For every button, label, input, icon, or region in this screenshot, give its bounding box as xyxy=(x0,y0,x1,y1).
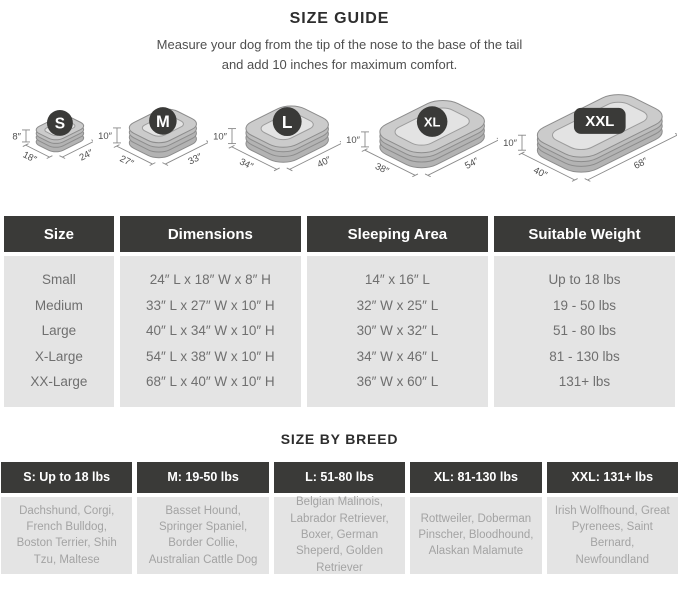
breed-list-xl: Rottweiler, Doberman Pinscher, Bloodhoun… xyxy=(410,496,542,574)
bed-height-label: 10″ xyxy=(213,131,228,142)
bed-illustration-large: 34″ 40″ 10″ L xyxy=(208,96,342,190)
size-badge xyxy=(272,106,302,136)
table-cell: X-Large xyxy=(34,348,83,364)
breed-header-l: L: 51-80 lbs xyxy=(273,461,406,493)
bed-width-label: 34″ xyxy=(237,156,255,172)
table-cell: 30″ W x 32″ L xyxy=(356,323,439,339)
size-table-column-sleeping-area: 14″ x 16″ L 32″ W x 25″ L 30″ W x 32″ L … xyxy=(306,256,488,407)
size-table: Size Dimensions Sleeping Area Suitable W… xyxy=(4,216,675,407)
bed-illustration-small: 18″ 24″ 8″ S xyxy=(2,108,93,178)
bed-drawing-L: 34″ 40″ 10″ L xyxy=(213,96,342,172)
table-cell: Small xyxy=(42,272,76,288)
breed-header-xl: XL: 81-130 lbs xyxy=(410,461,542,493)
subtitle-line-2: and add 10 inches for maximum comfort. xyxy=(221,57,458,73)
table-cell: 33″ L x 27″ W x 10″ H xyxy=(146,297,275,313)
size-table-header-sleeping-area: Sleeping Area xyxy=(306,216,488,253)
bed-width-label: 38″ xyxy=(373,161,391,177)
breed-section-title: SIZE BY BREED xyxy=(280,430,399,447)
table-cell: Up to 18 lbs xyxy=(548,272,621,288)
page-title: SIZE GUIDE xyxy=(289,10,390,27)
bed-illustration-x-large: 38″ 54″ 10″ XL xyxy=(341,90,499,196)
svg-text:XL: XL xyxy=(424,114,441,129)
table-cell: 34″ W x 46″ L xyxy=(356,348,439,364)
size-badge xyxy=(148,107,177,136)
bed-height-label: 8″ xyxy=(12,131,21,142)
bed-illustration-xx-large: 40″ 68″ 10″ XXL xyxy=(498,84,677,201)
table-cell: XX-Large xyxy=(30,374,88,390)
table-cell: 14″ x 16″ L xyxy=(364,272,430,288)
breed-list-l: Belgian Malinois, Labrador Retriever, Bo… xyxy=(273,496,406,574)
subtitle-line-1: Measure your dog from the tip of the nos… xyxy=(156,37,523,52)
size-table-header-dimensions: Dimensions xyxy=(119,216,301,253)
svg-text:M: M xyxy=(156,112,170,131)
table-cell: Medium xyxy=(34,297,83,313)
svg-text:XXL: XXL xyxy=(586,114,615,131)
size-table-header-suitable-weight: Suitable Weight xyxy=(493,216,675,253)
table-cell: Large xyxy=(41,323,77,339)
bed-length-label: 68″ xyxy=(633,156,651,172)
size-table-column-dimensions: 24″ L x 18″ W x 8″ H 33″ L x 27″ W x 10″… xyxy=(119,256,301,407)
bed-width-label: 27″ xyxy=(118,154,136,170)
bed-drawing-S: 18″ 24″ 8″ S xyxy=(12,109,93,166)
bed-height-label: 10″ xyxy=(98,131,113,142)
size-badge xyxy=(416,106,448,137)
bed-illustration-medium: 27″ 33″ 10″ M xyxy=(93,100,208,185)
breed-list-m: Basset Hound, Springer Spaniel, Border C… xyxy=(137,496,269,574)
table-cell: 24″ L x 18″ W x 8″ H xyxy=(149,272,271,288)
size-table-column-suitable-weight: Up to 18 lbs 19 - 50 lbs 51 - 80 lbs 81 … xyxy=(493,256,675,407)
size-badge xyxy=(574,108,627,135)
size-badge xyxy=(46,109,73,136)
breed-header-m: M: 19-50 lbs xyxy=(137,461,269,493)
table-cell: 131+ lbs xyxy=(558,374,611,390)
svg-text:S: S xyxy=(55,115,65,132)
size-table-column-size: Small Medium Large X-Large XX-Large xyxy=(4,256,114,407)
svg-text:L: L xyxy=(282,112,293,132)
breed-header-xxl: XXL: 131+ lbs xyxy=(546,461,678,493)
table-cell: 36″ W x 60″ L xyxy=(356,374,439,390)
bed-length-label: 33″ xyxy=(186,151,204,167)
bed-width-label: 40″ xyxy=(532,165,550,181)
table-cell: 32″ W x 25″ L xyxy=(356,297,439,313)
table-cell: 68″ L x 40″ W x 10″ H xyxy=(146,374,275,390)
bed-drawing-XL: 38″ 54″ 10″ XL xyxy=(346,90,499,177)
table-cell: 81 - 130 lbs xyxy=(549,348,620,364)
bed-width-label: 18″ xyxy=(21,149,39,165)
bed-height-label: 10″ xyxy=(504,139,519,150)
bed-height-label: 10″ xyxy=(346,135,361,146)
breed-list-xxl: Irish Wolfhound, Great Pyrenees, Saint B… xyxy=(546,496,678,574)
bed-drawing-XXL: 40″ 68″ 10″ XXL xyxy=(504,84,677,183)
bed-size-illustrations: 18″ 24″ 8″ S 27″ 33″ 10″ M 34″ 40″ 10″ L 38″ 54″ 10… xyxy=(2,77,677,208)
size-table-header-size: Size xyxy=(4,216,114,253)
table-cell: 54″ L x 38″ W x 10″ H xyxy=(146,348,275,364)
breed-header-s: S: Up to 18 lbs xyxy=(1,461,133,493)
bed-length-label: 24″ xyxy=(78,147,93,163)
table-cell: 19 - 50 lbs xyxy=(552,297,616,313)
bed-drawing-M: 27″ 33″ 10″ M xyxy=(98,107,208,170)
table-cell: 40″ L x 34″ W x 10″ H xyxy=(146,323,275,339)
table-cell: 51 - 80 lbs xyxy=(552,323,616,339)
breed-list-s: Dachshund, Corgi, French Bulldog, Boston… xyxy=(1,496,133,574)
breed-table: S: Up to 18 lbs M: 19-50 lbs L: 51-80 lb… xyxy=(1,461,678,574)
bed-length-label: 54″ xyxy=(463,155,481,171)
bed-length-label: 40″ xyxy=(315,154,333,170)
size-guide-page: SIZE GUIDE Measure your dog from the tip… xyxy=(0,10,679,592)
